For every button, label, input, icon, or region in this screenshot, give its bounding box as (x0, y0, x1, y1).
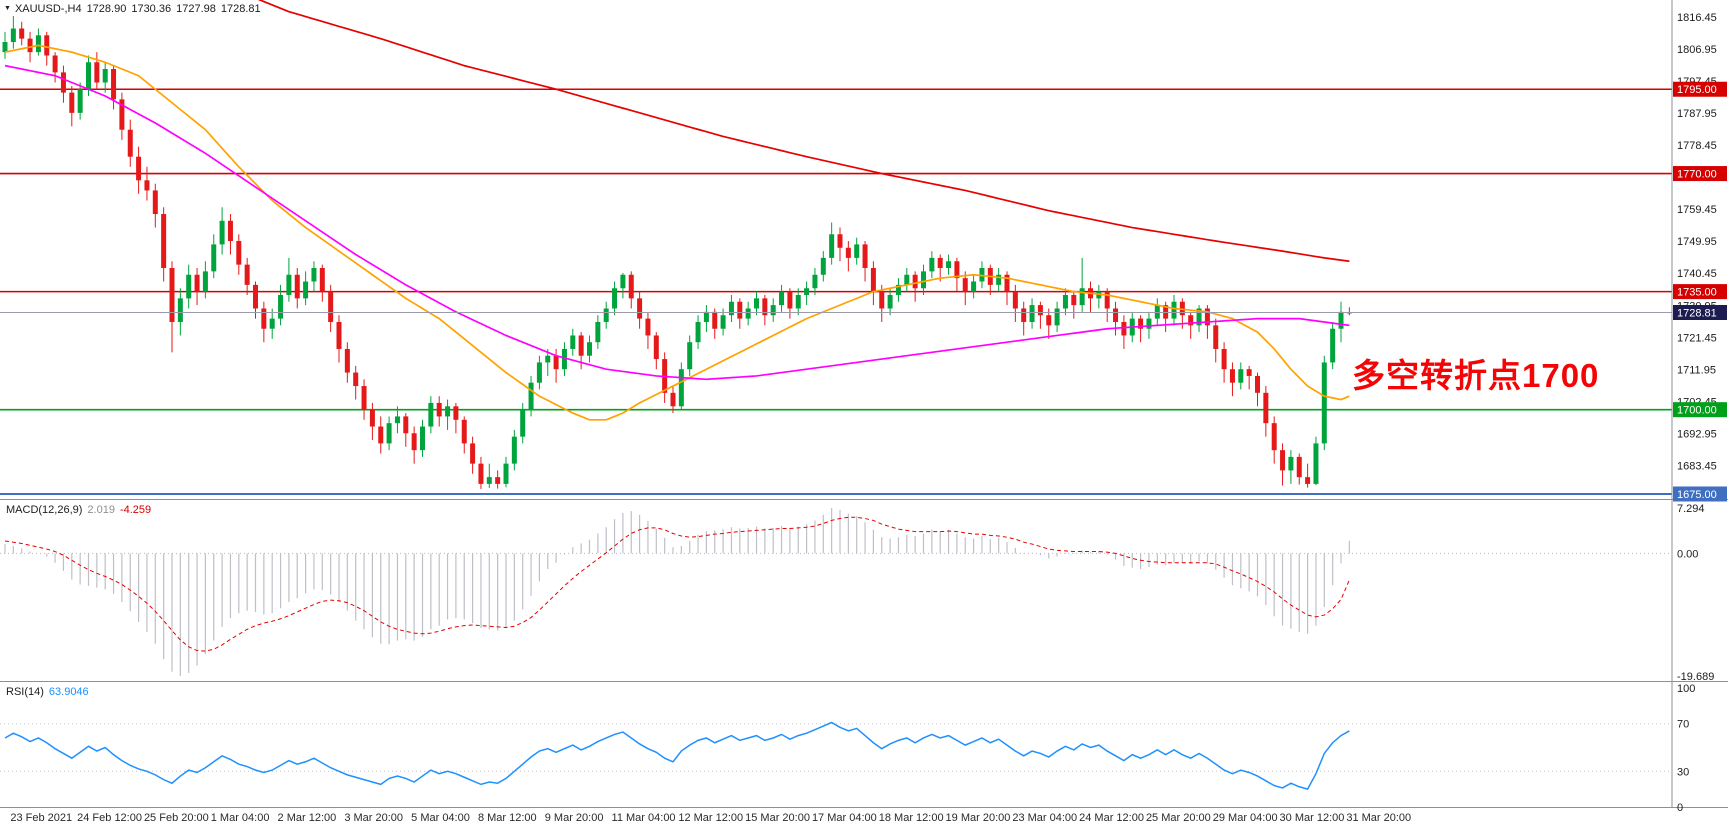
svg-text:24 Mar 12:00: 24 Mar 12:00 (1079, 812, 1144, 824)
macd-pane[interactable] (0, 508, 1672, 676)
svg-text:1740.45: 1740.45 (1677, 268, 1717, 280)
price-badge-1770.00 (1673, 166, 1727, 182)
svg-text:1770.00: 1770.00 (1677, 169, 1717, 181)
macd-signal-line (4, 516, 1350, 652)
svg-text:0: 0 (1677, 802, 1683, 814)
svg-text:15 Mar 20:00: 15 Mar 20:00 (745, 812, 810, 824)
rsi-pane[interactable] (0, 721, 1672, 791)
svg-text:23 Feb 2021: 23 Feb 2021 (10, 812, 72, 824)
svg-text:2 Mar 12:00: 2 Mar 12:00 (278, 812, 337, 824)
svg-text:-19.689: -19.689 (1677, 671, 1714, 683)
ma-fast-orange (4, 44, 1350, 421)
svg-text:3 Mar 20:00: 3 Mar 20:00 (344, 812, 403, 824)
macd-indicator-label: MACD(12,26,9) 2.019 -4.259 (6, 504, 151, 516)
ma-slow-red (257, 0, 1350, 263)
svg-text:0.00: 0.00 (1677, 548, 1698, 560)
svg-text:1675.00: 1675.00 (1677, 489, 1717, 501)
candles-layer (2, 16, 1352, 489)
svg-text:25 Feb 20:00: 25 Feb 20:00 (144, 812, 209, 824)
macd-name: MACD(12,26,9) (6, 504, 83, 516)
svg-text:5 Mar 04:00: 5 Mar 04:00 (411, 812, 470, 824)
svg-text:12 Mar 12:00: 12 Mar 12:00 (678, 812, 743, 824)
rsi-value: 63.9046 (48, 686, 89, 698)
macd-histogram (4, 508, 1350, 676)
high-value: 1730.36 (131, 3, 172, 15)
svg-text:24 Feb 12:00: 24 Feb 12:00 (77, 812, 142, 824)
low-value: 1727.98 (176, 3, 216, 15)
svg-text:70: 70 (1677, 719, 1689, 731)
open-value: 1728.90 (86, 3, 127, 15)
price-badge-1675.00 (1673, 486, 1727, 502)
main-price-pane[interactable] (0, 0, 1672, 495)
svg-text:18 Mar 12:00: 18 Mar 12:00 (879, 812, 944, 824)
rsi-indicator-label: RSI(14) 63.9046 (6, 686, 89, 698)
rsi-line (4, 721, 1350, 791)
price-badge-1735.00 (1673, 284, 1727, 300)
svg-text:1787.95: 1787.95 (1677, 108, 1717, 120)
svg-text:29 Mar 04:00: 29 Mar 04:00 (1213, 812, 1278, 824)
macd-main-value: 2.019 (87, 504, 115, 516)
svg-text:1683.45: 1683.45 (1677, 460, 1717, 472)
svg-text:31 Mar 20:00: 31 Mar 20:00 (1346, 812, 1411, 824)
svg-text:8 Mar 12:00: 8 Mar 12:00 (478, 812, 537, 824)
chart-ohlc-header: ▼ XAUUSD-,H4 1728.90 1730.36 1727.98 1728.81 (4, 3, 261, 15)
svg-text:1749.95: 1749.95 (1677, 236, 1717, 248)
chart-text-annotation[interactable]: 多空转折点1700 (1352, 357, 1600, 394)
svg-text:1816.45: 1816.45 (1677, 12, 1717, 24)
price-badge-1728.81 (1673, 304, 1727, 320)
svg-text:19 Mar 20:00: 19 Mar 20:00 (946, 812, 1011, 824)
svg-text:1795.00: 1795.00 (1677, 84, 1717, 96)
svg-text:17 Mar 04:00: 17 Mar 04:00 (812, 812, 877, 824)
time-axis: 23 Feb 2021 24 Feb 12:00 25 Feb 20:00 1 Mar… (10, 812, 1411, 824)
chart-menu-icon[interactable]: ▼ (4, 5, 11, 12)
svg-text:100: 100 (1677, 683, 1695, 695)
close-value: 1728.81 (220, 3, 261, 15)
price-badge-1700.00 (1673, 402, 1727, 418)
svg-text:23 Mar 04:00: 23 Mar 04:00 (1012, 812, 1077, 824)
svg-text:1711.95: 1711.95 (1677, 364, 1716, 376)
svg-text:1728.81: 1728.81 (1677, 307, 1717, 319)
svg-text:1692.95: 1692.95 (1677, 428, 1717, 440)
ma-mid-magenta (4, 64, 1350, 381)
svg-text:30 Mar 12:00: 30 Mar 12:00 (1280, 812, 1345, 824)
svg-text:1806.95: 1806.95 (1677, 44, 1717, 56)
svg-text:1700.00: 1700.00 (1677, 405, 1717, 417)
price-badge-1795.00 (1673, 81, 1727, 97)
svg-text:7.294: 7.294 (1677, 503, 1705, 515)
svg-text:9 Mar 20:00: 9 Mar 20:00 (545, 812, 604, 824)
svg-text:1 Mar 04:00: 1 Mar 04:00 (211, 812, 270, 824)
svg-text:25 Mar 20:00: 25 Mar 20:00 (1146, 812, 1211, 824)
svg-text:11 Mar 04:00: 11 Mar 04:00 (612, 812, 676, 824)
rsi-name: RSI(14) (6, 686, 44, 698)
svg-text:30: 30 (1677, 766, 1689, 778)
svg-text:1759.45: 1759.45 (1677, 204, 1717, 216)
svg-text:1721.45: 1721.45 (1677, 332, 1717, 344)
macd-signal-value: -4.259 (119, 504, 152, 516)
svg-text:1735.00: 1735.00 (1677, 287, 1717, 299)
svg-text:1778.45: 1778.45 (1677, 140, 1717, 152)
symbol-period-label: XAUUSD-,H4 (14, 3, 82, 15)
